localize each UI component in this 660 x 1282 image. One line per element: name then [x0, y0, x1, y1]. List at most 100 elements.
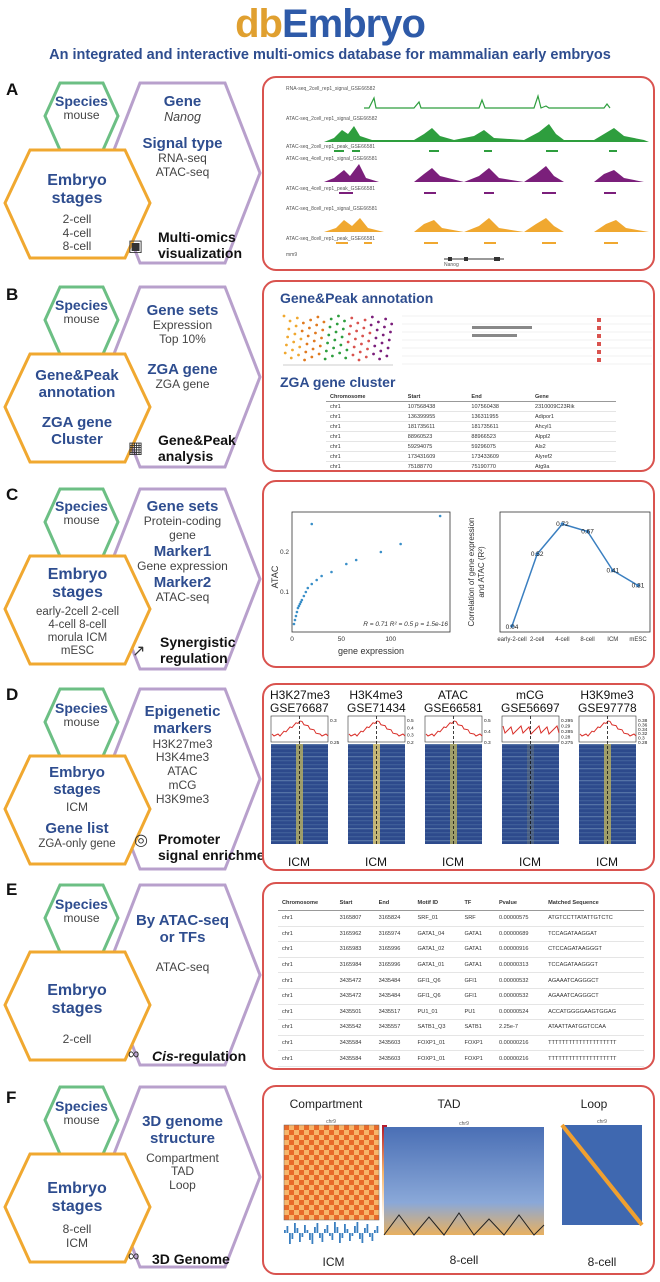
table-cell: chr1 [326, 431, 404, 442]
compartment-bar [359, 1233, 361, 1239]
dot [289, 356, 293, 360]
table-cell: 3435557 [374, 1019, 414, 1036]
table-cell: SATB1 [460, 1019, 495, 1036]
table-header[interactable]: Gene [531, 392, 616, 402]
table-cell: 3435603 [374, 1035, 414, 1052]
heatmap-h3k27me3: H3K27me3 GSE76687 0.3 0.25 ICM [270, 689, 346, 869]
stages-hexagon [3, 148, 152, 260]
compartment-bar [284, 1230, 286, 1233]
table-cell: chr1 [278, 1019, 336, 1036]
track-label: ATAC-seq_4cell_rep1_signal_GSE66581 [286, 156, 377, 162]
table-cell: GATA1 [460, 957, 495, 974]
stages-hexagon [3, 950, 152, 1062]
dot [347, 332, 351, 336]
table-cell: 3435584 [335, 1035, 375, 1052]
loop-diagonal [560, 1123, 644, 1227]
table-header[interactable]: Pvalue [494, 896, 545, 911]
scatter-point [292, 622, 296, 626]
table-header[interactable]: Chromosome [278, 896, 336, 911]
dot [379, 349, 383, 353]
chart-icon: ▦ [128, 440, 144, 457]
epi-value: H3K9me3 [155, 791, 210, 806]
table-cell: 3165984 [335, 957, 375, 974]
dot [286, 335, 290, 339]
data-label: 0.67 [581, 529, 594, 536]
panel-d-enrichment: H3K27me3 GSE76687 0.3 0.25 ICM H3K4me3 GSE7143… [262, 683, 655, 871]
table-cell: 3165996 [374, 957, 414, 974]
heatmap-mark: mCG [516, 688, 544, 702]
table-header[interactable]: Start [335, 896, 375, 911]
scatter-stats: R = 0.71 R² = 0.5 p = 1.5e-16 [363, 621, 448, 628]
dot [350, 316, 354, 320]
table-cell: 75188770 [403, 461, 468, 470]
table-cell: chr1 [278, 1035, 336, 1052]
compartment-bar [361, 1233, 364, 1243]
table-header[interactable]: End [374, 896, 414, 911]
by-value: ATAC-seq [155, 959, 210, 974]
track-label: ATAC-seq_2cell_rep1_peak_GSE66581 [286, 144, 375, 150]
dot [324, 349, 328, 353]
page-subtitle: An integrated and interactive multi-omic… [49, 47, 611, 63]
table-cell: TTTTTTTTTTTTTTTTTTTT [544, 1050, 644, 1067]
dot [344, 356, 348, 360]
table-header[interactable]: Chromosome [326, 392, 404, 402]
chr-label: chr9 [597, 1119, 607, 1125]
dot [303, 358, 306, 362]
heatmap-mark: H3K9me3 [580, 688, 634, 702]
table-header[interactable]: Matched Sequence [544, 896, 644, 911]
atac-8cell-signal [324, 218, 649, 232]
dot [357, 358, 361, 362]
heatmap-mark: H3K4me3 [349, 688, 403, 702]
table-cell: FOXP1 [460, 1050, 495, 1067]
x-tick-label: 100 [385, 636, 396, 643]
species-value: mouse [63, 513, 100, 528]
profile-tick: 0.28 [561, 735, 571, 741]
dot [299, 337, 303, 341]
table-header[interactable]: Start [403, 392, 468, 402]
profile-tick: 0.29 [561, 724, 571, 730]
compartment-bar [299, 1233, 301, 1242]
dot [351, 353, 355, 357]
stages-title-2: stages [51, 1000, 103, 1018]
heatmap-gse: GSE66581 [424, 700, 483, 715]
compartment-bar [316, 1223, 319, 1233]
line-point [585, 529, 590, 534]
table-cell: 0.00000575 [494, 910, 545, 927]
heatmap-stage: ICM [519, 855, 541, 870]
panel-a-visualization: RNA-seq_2cell_rep1_signal_GSE66582 ATAC-… [262, 76, 655, 271]
table-header[interactable]: Motif ID [413, 896, 461, 911]
table-cell: TTTTTTTTTTTTTTTTTTTT [544, 1035, 644, 1052]
scatter-xlabel: gene expression [338, 646, 404, 656]
compartment-bar [364, 1228, 366, 1233]
dot [294, 324, 298, 328]
rna-signal-track [364, 93, 611, 109]
table-header[interactable]: End [467, 392, 532, 402]
dot [331, 354, 334, 358]
species-value: mouse [63, 911, 100, 926]
dot [340, 335, 344, 339]
heatmap-stage: ICM [288, 855, 310, 870]
annotation-dotplot [282, 314, 394, 366]
dot [366, 347, 369, 351]
table-row: chr1 3435472 3435484 GFI1_Q6 GFI1 0.00000532 A… [278, 988, 644, 1005]
dot [314, 331, 317, 335]
image-icon: ▣ [128, 238, 144, 255]
profile-tick: 0.28 [638, 740, 648, 746]
dot [306, 334, 310, 338]
heatmap-plot: 0.5 0.4 0.3 [424, 715, 491, 845]
table-cell: 59296075 [467, 441, 532, 452]
table-header[interactable]: TF [460, 896, 495, 911]
marker1-title: Marker1 [153, 542, 212, 560]
table-cell: Alppl2 [531, 431, 616, 442]
dot [363, 318, 367, 322]
table-cell: chr1 [278, 910, 336, 927]
loop-title: Loop [580, 1097, 608, 1111]
dot [328, 325, 332, 329]
table-cell: AGAAATCAGGGCT [544, 972, 644, 989]
loop-stage: 8-cell [587, 1255, 617, 1269]
table-row: chr1 136399955 136311955 Adipor1 [326, 411, 616, 422]
table-cell: Adipor1 [531, 411, 616, 422]
atac-8cell-peaks [336, 242, 618, 244]
gene-label: Nanog [444, 262, 459, 268]
table-row: chr1 107568438 107560438 2310009C23Rik [326, 401, 616, 412]
